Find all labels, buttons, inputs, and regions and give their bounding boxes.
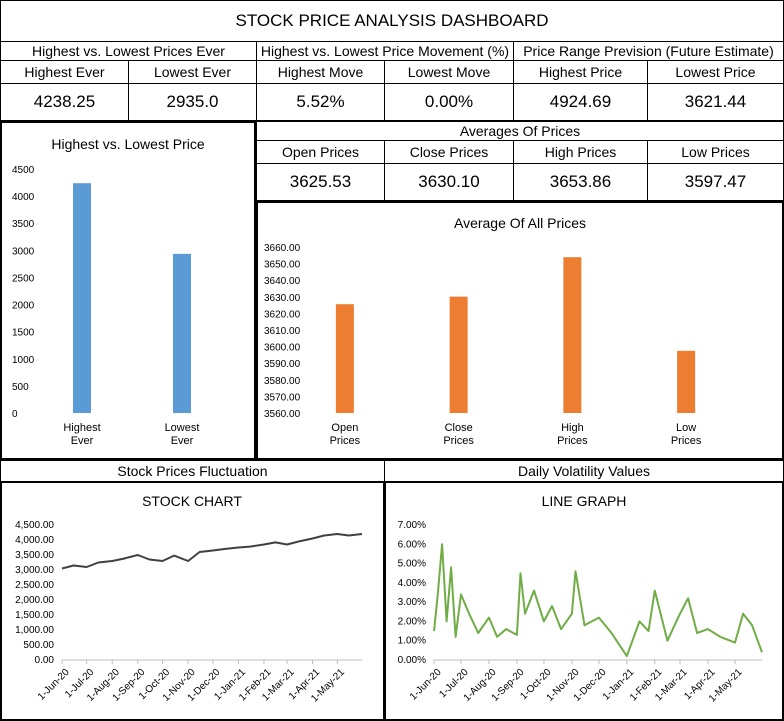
low-prices-label: Low Prices bbox=[647, 140, 784, 164]
y-tick-label: 1500 bbox=[12, 328, 35, 339]
chart-title: Average Of All Prices bbox=[454, 215, 586, 231]
y-tick-label: 3000 bbox=[12, 246, 35, 257]
section-prevision: Price Range Prevision (Future Estimate) bbox=[513, 41, 784, 61]
y-tick-label: 3610.00 bbox=[264, 326, 301, 337]
x-tick-label: 1-Jun-20 bbox=[408, 667, 444, 703]
y-tick-label: 3620.00 bbox=[264, 309, 301, 320]
highest-lowest-chart: Highest vs. Lowest Price 0 500 1000 1500 2000… bbox=[12, 136, 205, 447]
section-movement: Highest vs. Lowest Price Movement (%) bbox=[256, 41, 514, 61]
chart-title: STOCK CHART bbox=[142, 493, 242, 509]
volatility-chart-panel: LINE GRAPH 0.00% 1.00% 2.00% 3.00% 4.00% 5.00%… bbox=[384, 481, 784, 721]
y-tick-label: 500 bbox=[12, 382, 29, 393]
y-tick-label: 1.00% bbox=[398, 636, 426, 647]
y-tick-label: 1000 bbox=[12, 355, 35, 366]
bar bbox=[677, 350, 696, 413]
highest-lowest-chart-panel: Highest vs. Lowest Price 0 500 1000 1500 2000… bbox=[0, 121, 256, 460]
highest-ever-label: Highest Ever bbox=[0, 60, 129, 84]
y-tick-label: 4.00% bbox=[398, 578, 426, 589]
highest-move-label: Highest Move bbox=[256, 60, 385, 84]
highest-move-value: 5.52% bbox=[256, 83, 385, 121]
bar bbox=[335, 304, 354, 413]
series-line bbox=[433, 543, 763, 658]
average-prices-chart: Average Of All Prices 3560.00 3570.00 3580.… bbox=[264, 215, 702, 447]
y-tick-label: 3500 bbox=[12, 219, 35, 230]
stock-chart-panel: STOCK CHART 0.00 500.00 1,000.00 1,500.00 2,0… bbox=[0, 481, 385, 721]
highest-price-label: Highest Price bbox=[513, 60, 648, 84]
bar bbox=[563, 257, 582, 413]
y-tick-label: 5.00% bbox=[398, 559, 426, 570]
stock-chart: STOCK CHART 0.00 500.00 1,000.00 1,500.00 2,0… bbox=[15, 493, 363, 705]
y-tick-label: 3600.00 bbox=[264, 343, 301, 354]
volatility-chart: LINE GRAPH 0.00% 1.00% 2.00% 3.00% 4.00% 5.00%… bbox=[398, 493, 763, 705]
y-tick-label: 0 bbox=[12, 409, 18, 420]
section-fluctuation: Stock Prices Fluctuation bbox=[0, 460, 385, 482]
lowest-price-label: Lowest Price bbox=[647, 60, 784, 84]
y-tick-label: 0.00% bbox=[398, 655, 426, 666]
section-ever: Highest vs. Lowest Prices Ever bbox=[0, 41, 257, 61]
bar bbox=[449, 296, 468, 413]
y-tick-label: 6.00% bbox=[398, 539, 426, 550]
open-prices-value: 3625.53 bbox=[256, 163, 385, 201]
bar bbox=[73, 183, 91, 413]
y-tick-label: 3660.00 bbox=[264, 243, 301, 254]
highest-price-value: 4924.69 bbox=[513, 83, 648, 121]
y-tick-label: 2500 bbox=[12, 273, 35, 284]
x-tick-label: Open Prices bbox=[330, 422, 361, 447]
low-prices-value: 3597.47 bbox=[647, 163, 784, 201]
high-prices-label: High Prices bbox=[513, 140, 648, 164]
y-tick-label: 3590.00 bbox=[264, 359, 301, 370]
y-tick-label: 1,000.00 bbox=[15, 625, 54, 636]
section-averages: Averages Of Prices bbox=[256, 121, 784, 141]
series-line bbox=[61, 533, 363, 570]
x-tick-label: Lowest Ever bbox=[165, 422, 200, 447]
y-tick-label: 3,500.00 bbox=[15, 550, 54, 561]
average-prices-chart-panel: Average Of All Prices 3560.00 3570.00 3580.… bbox=[256, 201, 784, 460]
y-tick-label: 4,500.00 bbox=[15, 520, 54, 531]
y-tick-label: 3650.00 bbox=[264, 260, 301, 271]
y-tick-label: 3,000.00 bbox=[15, 565, 54, 576]
x-tick-label: Highest Ever bbox=[63, 422, 100, 447]
bar bbox=[173, 253, 191, 413]
x-tick-label: Low Prices bbox=[671, 422, 702, 447]
dashboard-title-box: STOCK PRICE ANALYSIS DASHBOARD bbox=[0, 0, 784, 42]
y-tick-label: 3630.00 bbox=[264, 293, 301, 304]
y-tick-label: 3570.00 bbox=[264, 392, 301, 403]
close-prices-label: Close Prices bbox=[384, 140, 514, 164]
lowest-move-label: Lowest Move bbox=[384, 60, 514, 84]
y-tick-label: 4500 bbox=[12, 165, 35, 176]
highest-ever-value: 4238.25 bbox=[0, 83, 129, 121]
y-tick-label: 500.00 bbox=[23, 640, 54, 651]
y-tick-label: 0.00 bbox=[35, 655, 55, 666]
y-tick-label: 2000 bbox=[12, 301, 35, 312]
dashboard-title: STOCK PRICE ANALYSIS DASHBOARD bbox=[235, 11, 549, 30]
y-tick-label: 4000 bbox=[12, 192, 35, 203]
lowest-ever-value: 2935.0 bbox=[128, 83, 257, 121]
chart-title: LINE GRAPH bbox=[542, 493, 627, 509]
y-tick-label: 2.00% bbox=[398, 616, 426, 627]
y-tick-label: 2,000.00 bbox=[15, 595, 54, 606]
section-volatility: Daily Volatility Values bbox=[384, 460, 784, 482]
y-tick-label: 3580.00 bbox=[264, 376, 301, 387]
high-prices-value: 3653.86 bbox=[513, 163, 648, 201]
y-tick-label: 3640.00 bbox=[264, 276, 301, 287]
x-tick-label: High Prices bbox=[557, 422, 588, 447]
x-tick-label: Close Prices bbox=[443, 422, 474, 447]
open-prices-label: Open Prices bbox=[256, 140, 385, 164]
y-tick-label: 1,500.00 bbox=[15, 610, 54, 621]
y-tick-label: 4,000.00 bbox=[15, 535, 54, 546]
y-tick-label: 2,500.00 bbox=[15, 580, 54, 591]
y-tick-label: 3.00% bbox=[398, 597, 426, 608]
lowest-ever-label: Lowest Ever bbox=[128, 60, 257, 84]
y-tick-label: 7.00% bbox=[398, 520, 426, 531]
close-prices-value: 3630.10 bbox=[384, 163, 514, 201]
lowest-move-value: 0.00% bbox=[384, 83, 514, 121]
chart-title: Highest vs. Lowest Price bbox=[51, 136, 204, 152]
lowest-price-value: 3621.44 bbox=[647, 83, 784, 121]
y-tick-label: 3560.00 bbox=[264, 409, 301, 420]
